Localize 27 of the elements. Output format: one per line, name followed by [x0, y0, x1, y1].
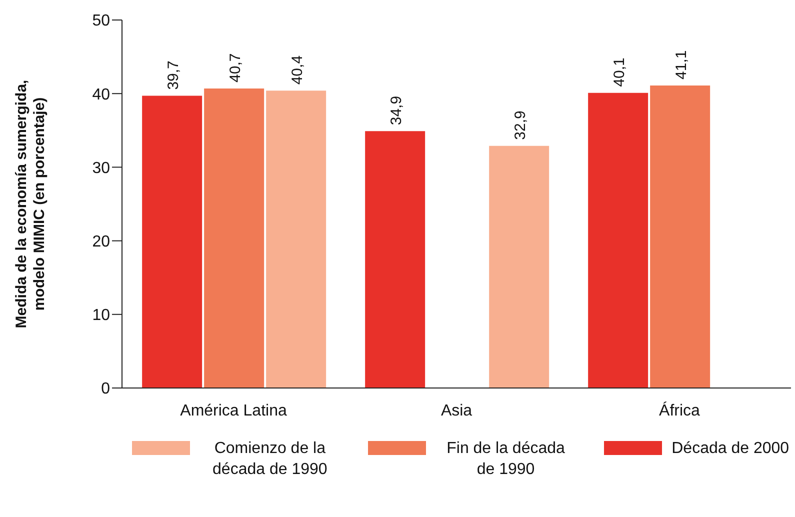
bar: [588, 92, 648, 388]
bar: [365, 131, 426, 388]
data-label: 40,1: [611, 58, 628, 87]
bar: [489, 146, 550, 388]
data-label: 40,4: [289, 55, 306, 85]
data-label: 34,9: [388, 96, 406, 126]
y-tick-label: 50: [92, 12, 110, 30]
x-tick-label: África: [659, 401, 700, 420]
bar: [266, 90, 326, 388]
data-label: 41,1: [673, 50, 690, 80]
bar: [204, 88, 264, 388]
data-label: 39,7: [165, 60, 182, 90]
data-label: 32,9: [512, 110, 530, 140]
y-tick-label: 0: [101, 380, 110, 398]
bar: [650, 86, 710, 388]
data-label: 40,7: [227, 53, 244, 82]
bar: [142, 96, 202, 388]
legend-label: Fin de la década de 1990: [446, 439, 566, 480]
legend-label: Comienzo de la década de 1990: [212, 439, 328, 480]
y-axis-title: Medida de la economía sumergida, modelo MIMIC (en porcentaje): [13, 80, 48, 328]
y-tick-label: 10: [92, 307, 110, 324]
y-tick-label: 40: [92, 86, 110, 104]
x-tick-label: Asia: [440, 402, 472, 420]
y-tick-label: 30: [92, 160, 110, 177]
x-tick-label: América Latina: [180, 402, 287, 420]
y-tick-label: 20: [92, 233, 110, 250]
legend-label: Década de 2000: [672, 439, 790, 459]
